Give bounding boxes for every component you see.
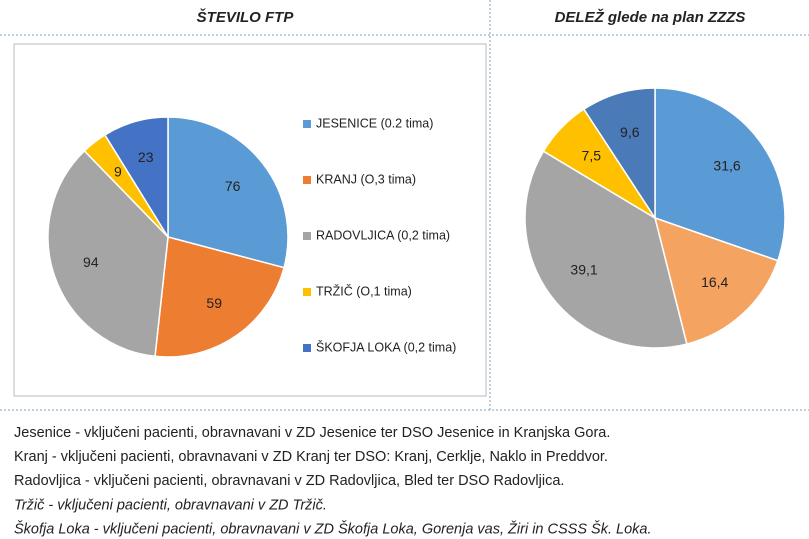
legend-label: KRANJ (O,3 tima) bbox=[316, 172, 416, 186]
pie-slice bbox=[167, 116, 289, 269]
data-label: 59 bbox=[206, 295, 222, 311]
pie-slice bbox=[103, 116, 169, 240]
legend-label: ŠKOFJA LOKA (0,2 tima) bbox=[316, 339, 456, 354]
data-label: 39,1 bbox=[570, 261, 597, 277]
data-label: 94 bbox=[83, 254, 99, 270]
legend-swatch bbox=[303, 288, 311, 296]
note-line: Kranj - vključeni pacienti, obravnavani … bbox=[14, 449, 608, 465]
note-line: Jesenice - vključeni pacienti, obravnava… bbox=[14, 425, 610, 441]
pie-slice bbox=[582, 87, 656, 221]
note-line: Radovljica - vključeni pacienti, obravna… bbox=[14, 473, 564, 489]
data-label: 76 bbox=[225, 178, 241, 194]
data-label: 9,6 bbox=[620, 124, 640, 140]
frame bbox=[0, 0, 809, 411]
chart-border bbox=[13, 43, 487, 397]
data-label: 23 bbox=[138, 149, 154, 165]
pie-slice bbox=[654, 87, 786, 262]
pie-slice bbox=[154, 236, 285, 358]
legend-swatch bbox=[303, 120, 311, 128]
pie-slice bbox=[47, 149, 169, 358]
chart-title: DELEŽ glede na plan ZZZS bbox=[555, 8, 746, 26]
legend-label: TRŽIČ (O,1 tima) bbox=[316, 283, 412, 298]
legend-label: JESENICE (0.2 tima) bbox=[316, 116, 433, 130]
note-line: Škofja Loka - vključeni pacienti, obravn… bbox=[14, 521, 652, 538]
chart-title: ŠTEVILO FTP bbox=[197, 8, 295, 26]
legend-swatch bbox=[303, 232, 311, 240]
legend-swatch bbox=[303, 344, 311, 352]
legend-swatch bbox=[303, 176, 311, 184]
pie-slice bbox=[524, 150, 688, 349]
note-line: Tržič - vključeni pacienti, obravnavani … bbox=[14, 497, 327, 513]
data-label: 9 bbox=[114, 163, 122, 179]
data-label: 31,6 bbox=[713, 157, 740, 173]
legend-label: RADOVLJICA (0,2 tima) bbox=[316, 228, 450, 242]
pie-slice bbox=[653, 216, 779, 345]
data-label: 16,4 bbox=[701, 274, 728, 290]
data-label: 7,5 bbox=[582, 147, 602, 163]
